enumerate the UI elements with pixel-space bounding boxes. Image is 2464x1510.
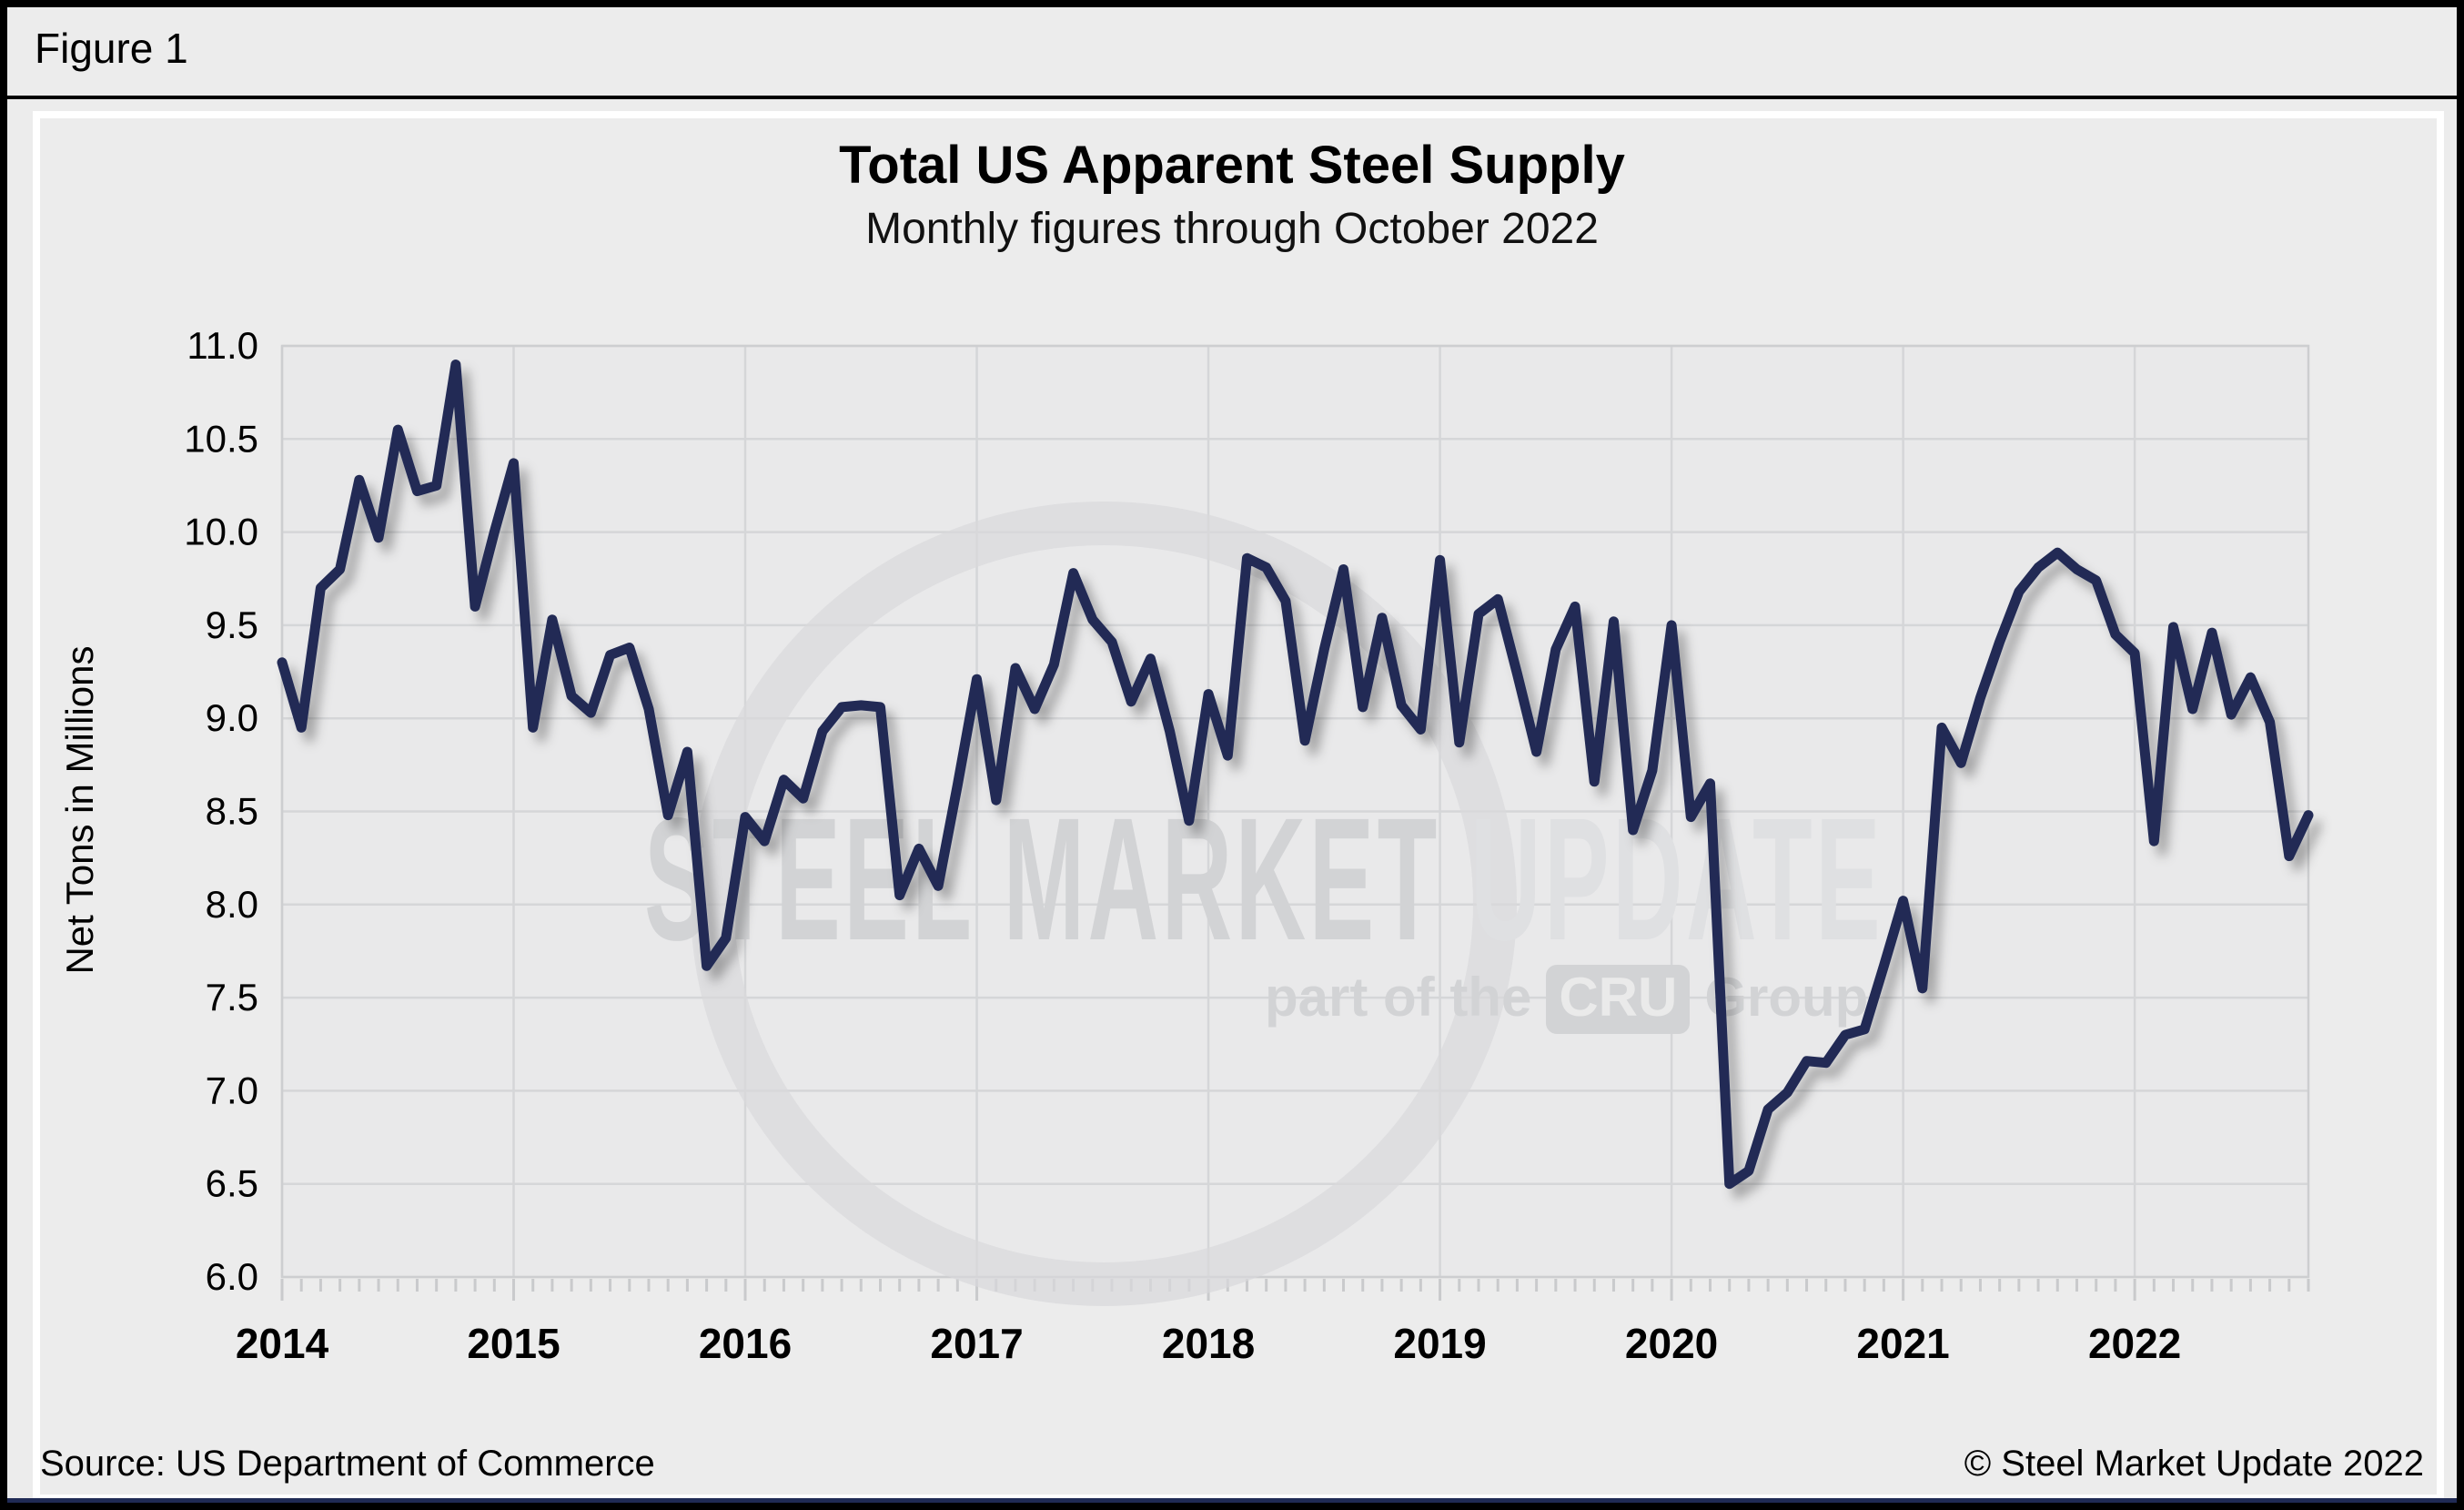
watermark-group: Group (1704, 967, 1869, 1028)
watermark-part-of-the: part of the (1265, 967, 1532, 1028)
bottom-accent-bar (7, 1498, 2457, 1503)
watermark-update: UPDATE (1469, 781, 1884, 977)
chart-title: Total US Apparent Steel Supply (839, 136, 1625, 195)
footer-source: Source: US Department of Commerce (40, 1444, 655, 1484)
chart-subtitle: Monthly figures through October 2022 (865, 205, 1599, 253)
cru-logo: CRU (1546, 965, 1691, 1034)
figure-rule (7, 96, 2457, 99)
footer-copyright: © Steel Market Update 2022 (1964, 1444, 2424, 1484)
y-axis-title: Net Tons in Millions (58, 645, 101, 975)
watermark-steel-market: STEEL MARKET (644, 781, 1470, 977)
watermark-text: STEEL MARKET UPDATE (644, 792, 1883, 967)
watermark-subtext: part of the CRU Group (1265, 965, 1868, 1034)
figure-label: Figure 1 (35, 25, 188, 72)
